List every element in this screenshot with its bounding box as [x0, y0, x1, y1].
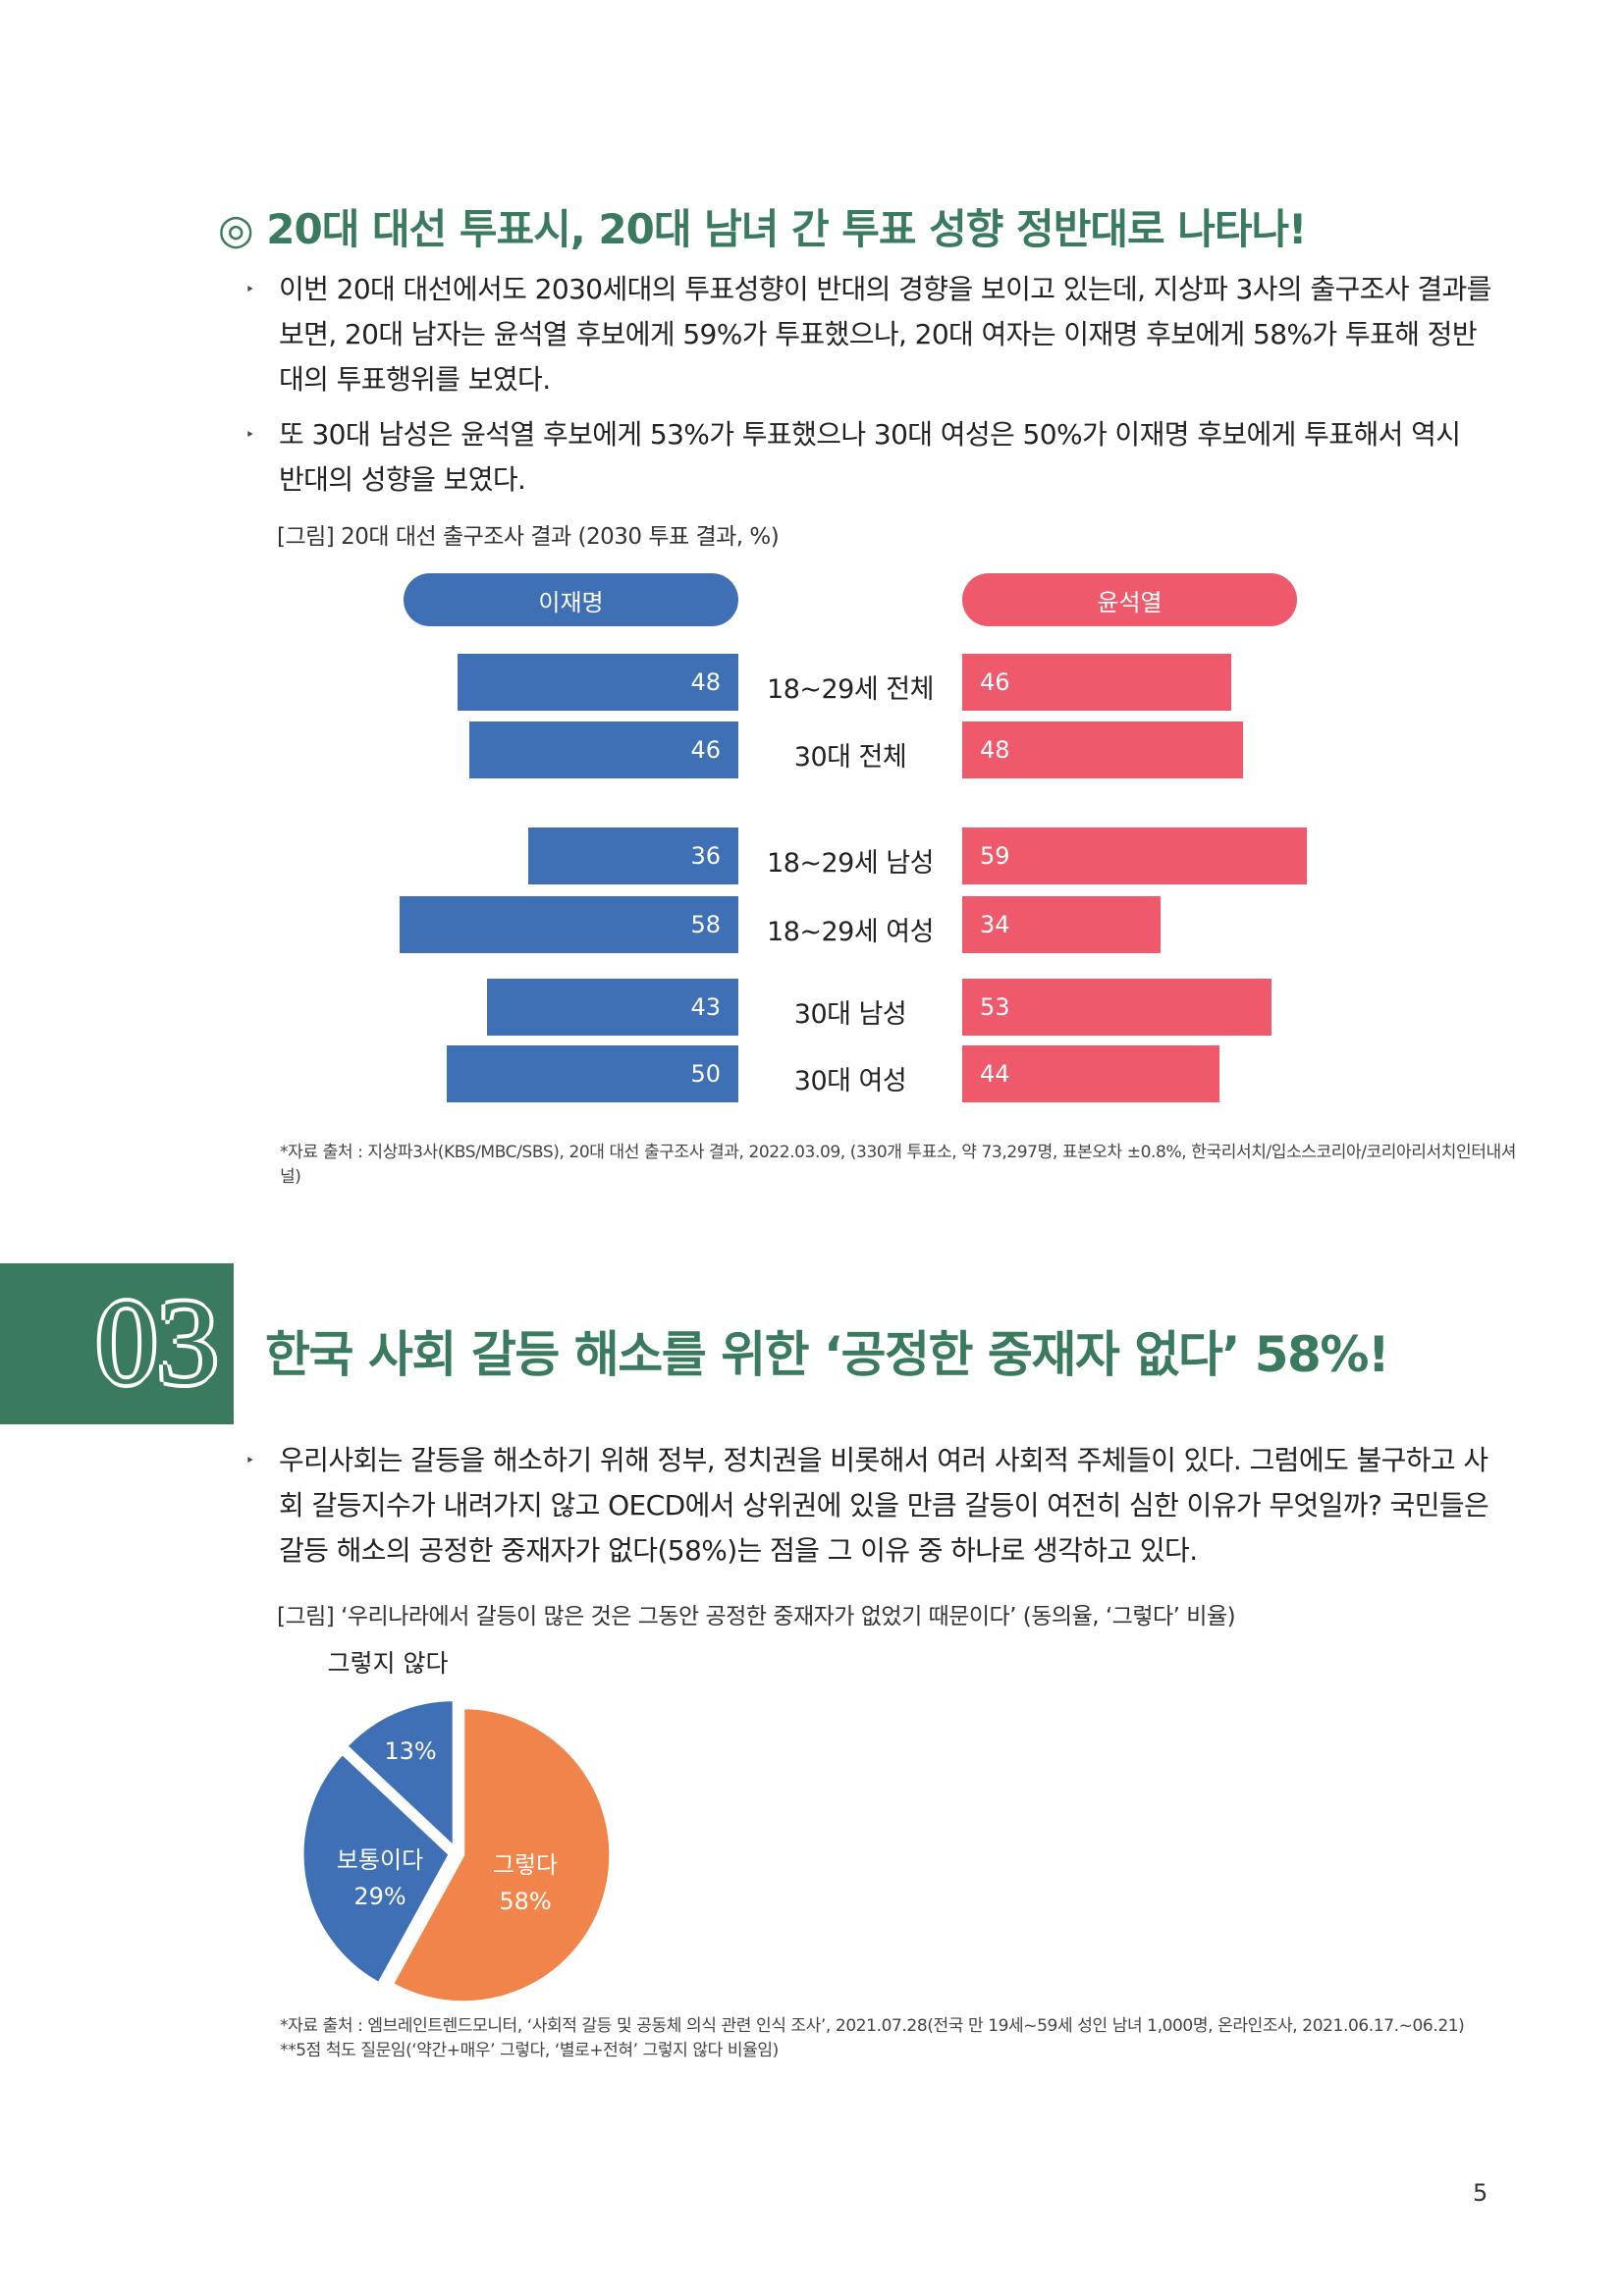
figure-caption-2: [그림] ‘우리나라에서 갈등이 많은 것은 그동안 공정한 중재자가 없었기 …	[277, 1604, 1236, 1629]
section-heading: ◎ 20대 대선 투표시, 20대 남녀 간 투표 성향 정반대로 나타나!	[218, 205, 1307, 253]
bar-lee: 46	[469, 721, 738, 778]
category-label: 30대 여성	[793, 1066, 907, 1096]
source-text: *자료 출처 : 지상파3사(KBS/MBC/SBS), 20대 대선 출구조사…	[280, 1143, 1516, 1187]
bullet-list: ‣ 이번 20대 대선에서도 2030세대의 투표성향이 반대의 경향을 보이고…	[245, 267, 1492, 512]
category-label: 30대 남성	[793, 999, 907, 1030]
bullet-icon: ‣	[245, 1451, 254, 1469]
pie-slice	[344, 1698, 456, 1851]
bar-lee: 58	[399, 896, 738, 953]
pie-chart: 그렇다 58% 보통이다 29% 13% 그렇지 않다	[300, 1649, 613, 2002]
bar-lee: 50	[446, 1045, 738, 1102]
bullet-icon: ‣	[245, 425, 254, 444]
list-item: ‣ 우리사회는 갈등을 해소하기 위해 정부, 정치권을 비롯해서 여러 사회적…	[245, 1438, 1492, 1574]
slice-value: 58%	[499, 1888, 551, 1915]
page-number: 5	[1473, 2179, 1488, 2207]
bar-yoon: 46	[962, 654, 1231, 711]
bar-yoon: 48	[962, 721, 1243, 778]
chart-source: *자료 출처 : 지상파3사(KBS/MBC/SBS), 20대 대선 출구조사…	[280, 1141, 1517, 1190]
bullet-icon: ‣	[245, 280, 254, 298]
slice-value: 13%	[384, 1737, 436, 1765]
category-label: 18~29세 남성	[767, 848, 934, 879]
source-line: **5점 척도 질문임(‘약간+매우’ 그렇다, ‘별로+전혀’ 그렇지 않다 …	[280, 2041, 779, 2060]
bar-yoon: 34	[962, 896, 1162, 953]
list-item: ‣ 또 30대 남성은 윤석열 후보에게 53%가 투표했으나 30대 여성은 …	[245, 412, 1492, 503]
source-line: *자료 출처 : 엠브레인트렌드모니터, ‘사회적 갈등 및 공동체 의식 관련…	[280, 2016, 1465, 2036]
slice-label: 그렇다	[493, 1851, 558, 1879]
pie-slice	[390, 1706, 613, 2002]
section-number-block	[0, 1263, 234, 1424]
bullet-list-2: ‣ 우리사회는 갈등을 해소하기 위해 정부, 정치권을 비롯해서 여러 사회적…	[245, 1438, 1492, 1583]
bar-yoon: 44	[962, 1045, 1219, 1102]
pie-source: *자료 출처 : 엠브레인트렌드모니터, ‘사회적 갈등 및 공동체 의식 관련…	[280, 2014, 1546, 2063]
bar-lee: 48	[458, 654, 738, 711]
category-label: 18~29세 전체	[767, 674, 934, 705]
category-label: 30대 전체	[793, 742, 907, 773]
slice-label: 보통이다	[337, 1846, 423, 1874]
bar-lee: 36	[527, 828, 738, 884]
slice-label-outside: 그렇지 않다	[328, 1649, 449, 1678]
section-heading-2: 한국 사회 갈등 해소를 위한 ‘공정한 중재자 없다’ 58%!	[265, 1326, 1390, 1383]
section-number: 03	[96, 1275, 218, 1410]
figure-caption: [그림] 20대 대선 출구조사 결과 (2030 투표 결과, %)	[277, 524, 780, 550]
bar-yoon: 59	[962, 828, 1308, 884]
bar-lee: 43	[487, 979, 738, 1036]
list-item: ‣ 이번 20대 대선에서도 2030세대의 투표성향이 반대의 경향을 보이고…	[245, 267, 1492, 402]
category-label: 18~29세 여성	[767, 917, 934, 947]
legend-yoon: 윤석열	[962, 573, 1297, 626]
bullet-text: 또 30대 남성은 윤석열 후보에게 53%가 투표했으나 30대 여성은 50…	[279, 418, 1461, 496]
bullet-text: 이번 20대 대선에서도 2030세대의 투표성향이 반대의 경향을 보이고 있…	[279, 273, 1491, 396]
pie-slice	[300, 1751, 452, 1986]
bar-yoon: 53	[962, 979, 1272, 1036]
bullet-text: 우리사회는 갈등을 해소하기 위해 정부, 정치권을 비롯해서 여러 사회적 주…	[279, 1444, 1489, 1567]
legend-lee: 이재명	[404, 573, 738, 626]
slice-value: 29%	[353, 1883, 406, 1910]
